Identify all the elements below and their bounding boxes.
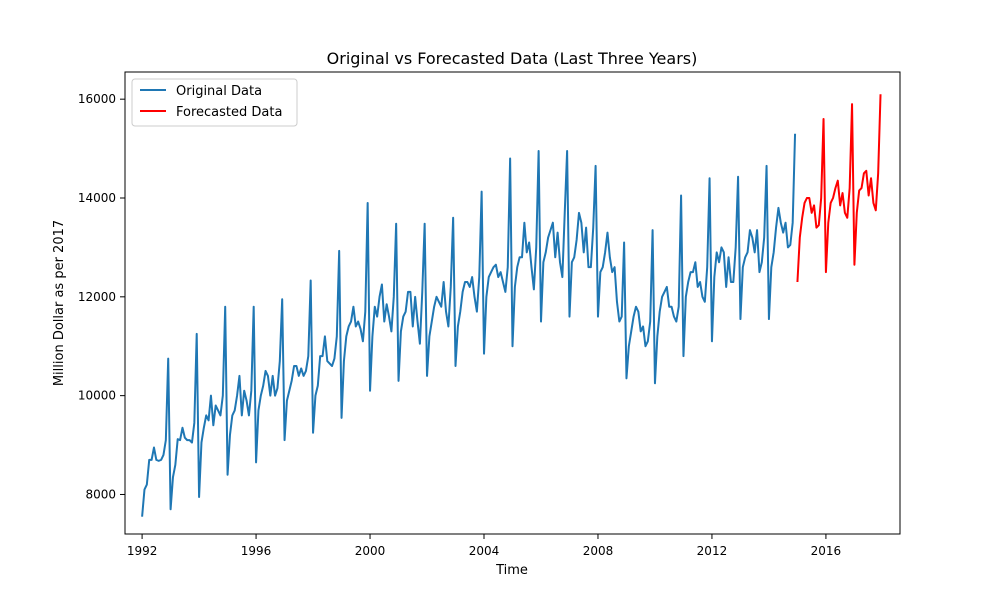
x-tick-label: 2012	[697, 544, 728, 558]
chart-title: Original vs Forecasted Data (Last Three …	[327, 49, 698, 68]
x-tick-label: 2004	[469, 544, 500, 558]
x-axis-label: Time	[495, 563, 528, 578]
y-tick-label: 14000	[78, 191, 116, 205]
legend-label-forecasted-data: Forecasted Data	[176, 105, 282, 120]
y-tick-label: 10000	[78, 389, 116, 403]
y-axis-label: Million Dollar as per 2017	[52, 220, 67, 386]
series-line-original-data	[141, 133, 797, 517]
y-axis: 8000 10000 12000 14000 16000	[78, 92, 125, 501]
x-axis: 1992 1996 2000 2004 2008 2012 2016	[127, 534, 841, 558]
x-tick-label: 2000	[355, 544, 386, 558]
legend-box	[131, 78, 298, 127]
plot-area	[141, 94, 882, 517]
y-tick-label: 16000	[78, 92, 116, 106]
legend-label-original-data: Original Data	[176, 84, 262, 99]
x-tick-label: 1992	[127, 544, 158, 558]
x-tick-label: 1996	[241, 544, 272, 558]
y-tick-label: 12000	[78, 290, 116, 304]
plot-frame	[124, 71, 901, 535]
x-tick-label: 2008	[583, 544, 614, 558]
y-tick-label: 8000	[85, 487, 116, 501]
x-tick-label: 2016	[811, 544, 842, 558]
series-line-forecasted-data	[796, 94, 882, 283]
legend: Original Data Forecasted Data	[131, 78, 298, 127]
